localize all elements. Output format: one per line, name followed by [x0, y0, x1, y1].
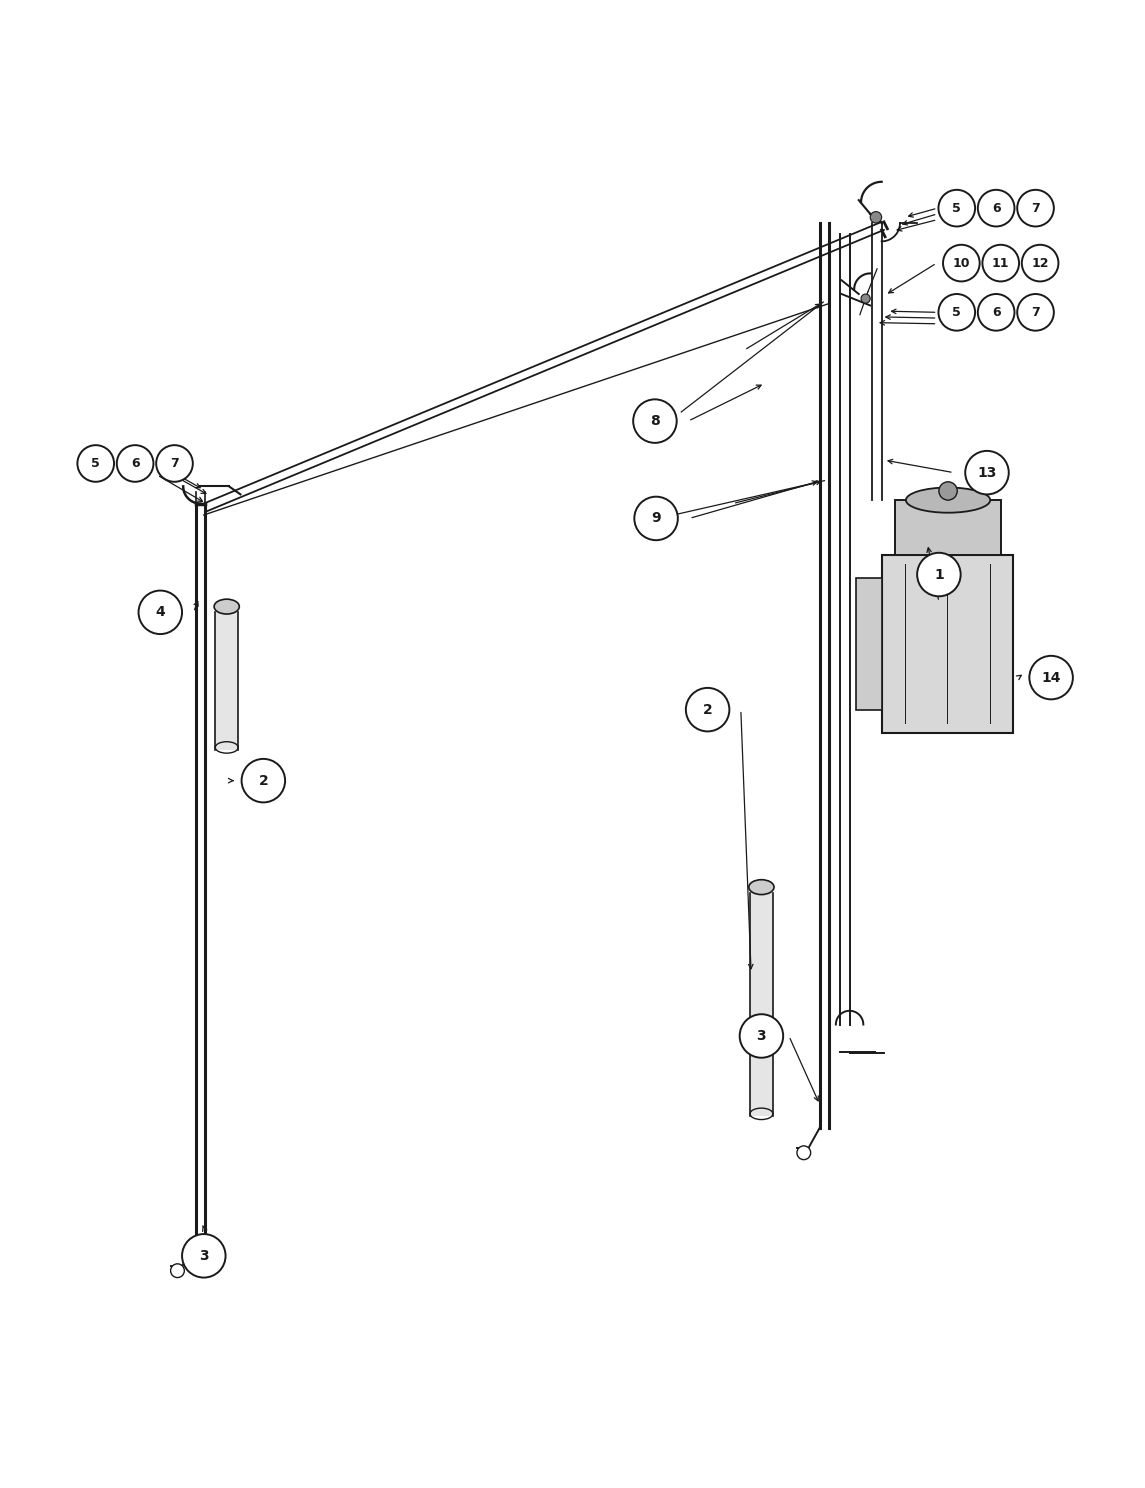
- Circle shape: [171, 1263, 184, 1278]
- Circle shape: [633, 399, 677, 443]
- Circle shape: [797, 1146, 811, 1159]
- FancyBboxPatch shape: [750, 887, 773, 1116]
- Text: 1: 1: [934, 567, 943, 582]
- Circle shape: [1021, 246, 1058, 281]
- FancyBboxPatch shape: [215, 607, 238, 750]
- Circle shape: [78, 445, 114, 482]
- Ellipse shape: [749, 879, 774, 894]
- Text: 3: 3: [757, 1030, 766, 1043]
- Circle shape: [939, 482, 957, 500]
- Circle shape: [982, 246, 1019, 281]
- Circle shape: [917, 552, 961, 597]
- Text: 3: 3: [199, 1248, 208, 1263]
- Text: 10: 10: [953, 256, 970, 269]
- Text: 2: 2: [259, 774, 268, 787]
- Circle shape: [939, 295, 976, 330]
- Circle shape: [182, 1234, 226, 1278]
- Text: 8: 8: [650, 414, 660, 429]
- Circle shape: [1017, 295, 1053, 330]
- Circle shape: [156, 445, 192, 482]
- Circle shape: [978, 295, 1014, 330]
- Text: 13: 13: [978, 466, 996, 479]
- Circle shape: [740, 1015, 783, 1058]
- Text: 7: 7: [171, 457, 179, 470]
- Text: 14: 14: [1041, 671, 1061, 684]
- Circle shape: [139, 591, 182, 634]
- Text: 4: 4: [156, 606, 165, 619]
- Text: 5: 5: [953, 202, 961, 214]
- FancyBboxPatch shape: [895, 500, 1001, 555]
- Circle shape: [870, 211, 882, 223]
- Text: 6: 6: [131, 457, 140, 470]
- Text: 5: 5: [92, 457, 100, 470]
- Circle shape: [861, 295, 870, 304]
- Ellipse shape: [214, 600, 239, 615]
- Text: 7: 7: [1032, 307, 1040, 318]
- Text: 6: 6: [992, 307, 1001, 318]
- Text: 7: 7: [1032, 202, 1040, 214]
- Circle shape: [939, 190, 976, 226]
- Circle shape: [1029, 656, 1073, 699]
- Text: 6: 6: [992, 202, 1001, 214]
- Text: 5: 5: [953, 307, 961, 318]
- Text: 12: 12: [1032, 256, 1049, 269]
- Text: 9: 9: [652, 512, 661, 525]
- FancyBboxPatch shape: [882, 555, 1013, 732]
- Text: 2: 2: [703, 702, 712, 717]
- Circle shape: [686, 687, 729, 732]
- Circle shape: [965, 451, 1009, 494]
- Text: 11: 11: [992, 256, 1010, 269]
- Circle shape: [634, 497, 678, 540]
- Circle shape: [978, 190, 1014, 226]
- FancyBboxPatch shape: [856, 577, 882, 710]
- Circle shape: [943, 246, 980, 281]
- Ellipse shape: [906, 488, 990, 513]
- Circle shape: [242, 759, 285, 802]
- Circle shape: [1017, 190, 1053, 226]
- Circle shape: [117, 445, 153, 482]
